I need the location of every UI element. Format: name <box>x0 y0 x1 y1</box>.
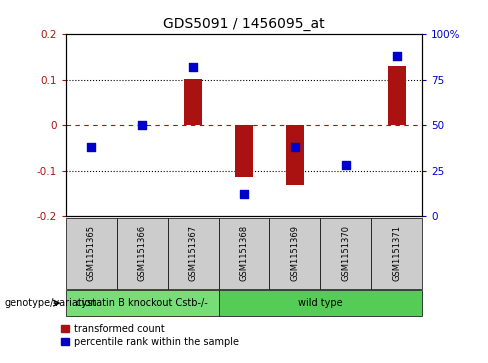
Bar <box>66 218 117 289</box>
Text: GSM1151370: GSM1151370 <box>341 225 350 281</box>
Bar <box>219 290 422 316</box>
Bar <box>117 218 168 289</box>
Bar <box>219 218 269 289</box>
Bar <box>286 125 304 185</box>
Text: genotype/variation: genotype/variation <box>5 298 98 308</box>
Point <box>342 162 350 168</box>
Bar <box>269 218 320 289</box>
Bar <box>66 290 219 316</box>
Text: GSM1151368: GSM1151368 <box>240 225 248 281</box>
Point <box>87 144 95 150</box>
Text: GSM1151369: GSM1151369 <box>290 225 300 281</box>
Title: GDS5091 / 1456095_at: GDS5091 / 1456095_at <box>163 17 325 31</box>
Bar <box>184 79 202 125</box>
Text: cystatin B knockout Cstb-/-: cystatin B knockout Cstb-/- <box>76 298 208 308</box>
Point <box>240 191 248 197</box>
Bar <box>235 125 253 176</box>
Legend: transformed count, percentile rank within the sample: transformed count, percentile rank withi… <box>61 324 239 347</box>
Bar <box>168 218 219 289</box>
Bar <box>371 218 422 289</box>
Text: wild type: wild type <box>298 298 343 308</box>
Point <box>189 64 197 70</box>
Text: GSM1151367: GSM1151367 <box>188 225 198 281</box>
Text: GSM1151366: GSM1151366 <box>138 225 147 281</box>
Text: GSM1151371: GSM1151371 <box>392 225 401 281</box>
Bar <box>388 66 406 125</box>
Point <box>138 122 146 128</box>
Text: GSM1151365: GSM1151365 <box>87 225 96 281</box>
Point <box>393 53 401 59</box>
Bar <box>320 218 371 289</box>
Point <box>291 144 299 150</box>
